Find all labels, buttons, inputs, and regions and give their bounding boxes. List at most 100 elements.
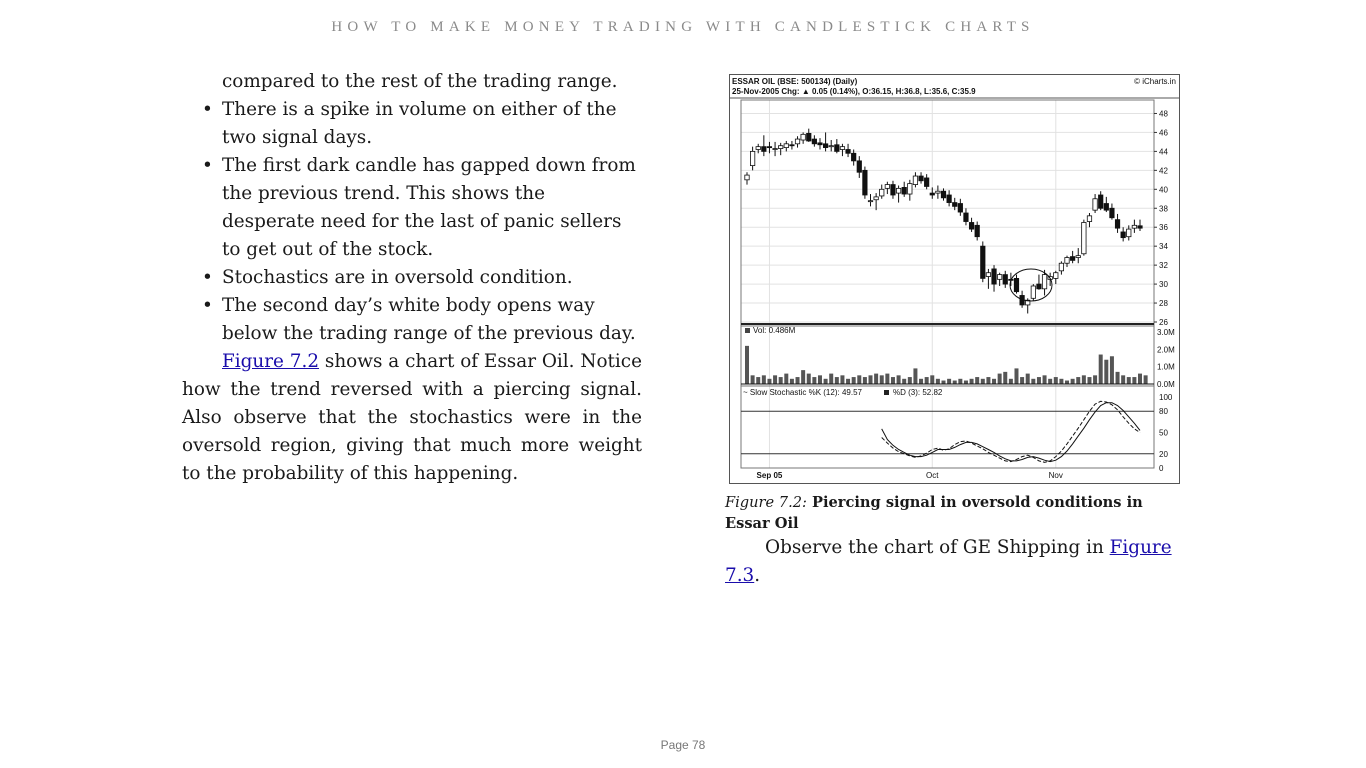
candle-body xyxy=(963,212,969,222)
candle-body xyxy=(794,138,801,145)
volume-bar xyxy=(896,375,901,384)
candle xyxy=(1126,225,1132,241)
candle-body xyxy=(940,190,947,199)
candle xyxy=(1120,227,1126,242)
volume-bar xyxy=(879,375,884,384)
price-tick-label: 44 xyxy=(1159,147,1168,156)
volume-bar xyxy=(958,378,963,384)
candle xyxy=(974,221,980,241)
stochastic-tick-label: 0 xyxy=(1159,464,1164,473)
candle-body xyxy=(895,187,902,194)
paragraph-text: shows a chart of Essar Oil. Notice how t… xyxy=(182,351,642,484)
candle xyxy=(1109,203,1115,220)
volume-bar xyxy=(1031,378,1036,384)
candle-body xyxy=(817,142,823,146)
candle xyxy=(873,193,879,211)
candle-body xyxy=(750,150,756,167)
candle-body xyxy=(1098,194,1104,209)
volume-bar xyxy=(1109,356,1114,384)
price-tick-label: 38 xyxy=(1159,204,1168,213)
stochastic-k-label: ~ Slow Stochastic %K (12): 49.57 xyxy=(743,388,863,397)
candle xyxy=(778,142,784,156)
candle xyxy=(789,140,795,150)
candle xyxy=(924,174,930,190)
candle xyxy=(1098,191,1104,211)
continuation-text: compared to the rest of the trading rang… xyxy=(222,71,618,92)
list-item: The second day’s white body opens way be… xyxy=(202,292,642,348)
volume-bar xyxy=(1025,373,1030,384)
volume-bar xyxy=(829,373,834,384)
volume-bar xyxy=(1143,375,1148,384)
volume-bar xyxy=(1115,371,1120,384)
candle-body xyxy=(1002,274,1008,285)
candle-body xyxy=(1064,257,1070,264)
candle-body xyxy=(884,184,890,189)
volume-tick-label: 2.0M xyxy=(1157,345,1175,354)
volume-bar xyxy=(857,375,862,384)
candle xyxy=(991,265,997,292)
volume-bar xyxy=(1070,378,1075,384)
stochastic-tick-label: 20 xyxy=(1159,450,1168,459)
chart-grid xyxy=(741,100,1154,468)
x-tick-label: Oct xyxy=(926,471,939,480)
candle xyxy=(744,172,750,185)
volume-bar xyxy=(1020,377,1025,384)
stochastic-k-text: Slow Stochastic %K (12): 49.57 xyxy=(750,388,863,397)
candle xyxy=(867,194,874,207)
candle-body xyxy=(1131,224,1137,229)
candle xyxy=(806,128,812,142)
candle xyxy=(963,208,969,226)
candle-body xyxy=(766,146,773,149)
candle-body xyxy=(1025,299,1031,306)
volume-bar xyxy=(761,375,766,384)
candle xyxy=(1053,270,1059,285)
candle xyxy=(750,146,756,171)
candle-body xyxy=(1070,256,1076,261)
volume-tick-label: 1.0M xyxy=(1157,363,1175,372)
figure-7-2-link[interactable]: Figure 7.2 xyxy=(222,351,320,372)
price-tick-label: 26 xyxy=(1159,318,1168,327)
candle-body xyxy=(974,224,980,238)
candle-body xyxy=(1137,225,1143,229)
candle xyxy=(1075,248,1081,264)
candle-body xyxy=(912,175,919,185)
candle-body xyxy=(1109,207,1115,219)
candle-body xyxy=(783,143,789,148)
volume-bar xyxy=(1053,377,1058,384)
candle-body xyxy=(823,143,829,148)
chart-subtitle: 25-Nov-2005 Chg: ▲ 0.05 (0.14%), O:36.15… xyxy=(732,87,976,96)
running-title: HOW TO MAKE MONEY TRADING WITH CANDLESTI… xyxy=(331,19,1035,35)
volume-bar xyxy=(1087,377,1092,384)
volume-bar xyxy=(750,375,755,384)
candle-body xyxy=(867,200,874,203)
candle xyxy=(1002,270,1008,288)
chart-watermark: © iCharts.in xyxy=(1134,77,1176,86)
candle xyxy=(935,185,941,199)
candle xyxy=(823,132,829,152)
volume-bar xyxy=(1065,380,1070,384)
candle-body xyxy=(873,196,879,201)
volume-bar xyxy=(868,375,873,384)
candle-body xyxy=(907,183,913,195)
candle xyxy=(766,141,773,154)
candle xyxy=(817,138,823,150)
candle xyxy=(1013,274,1020,294)
page-number: Page 78 xyxy=(660,738,706,752)
candle-body xyxy=(952,202,958,207)
chart-title: ESSAR OIL (BSE: 500134) (Daily) xyxy=(732,77,858,86)
candle xyxy=(1030,284,1036,302)
candle xyxy=(957,198,963,216)
paragraph-text: Observe the chart of GE Shipping in xyxy=(765,537,1110,558)
volume-bar xyxy=(890,377,895,384)
figure-7-3-link[interactable]: Figure 7.3 xyxy=(725,537,1172,586)
candle xyxy=(985,268,992,289)
volume-bar xyxy=(812,377,817,384)
candle xyxy=(890,180,896,199)
volume-bar xyxy=(941,380,946,384)
candle-body xyxy=(761,146,767,152)
volume-bar xyxy=(913,368,918,384)
candle-body xyxy=(1126,228,1132,238)
volume-bar xyxy=(773,375,778,384)
price-tick-label: 32 xyxy=(1159,261,1168,270)
volume-bar xyxy=(885,373,890,384)
